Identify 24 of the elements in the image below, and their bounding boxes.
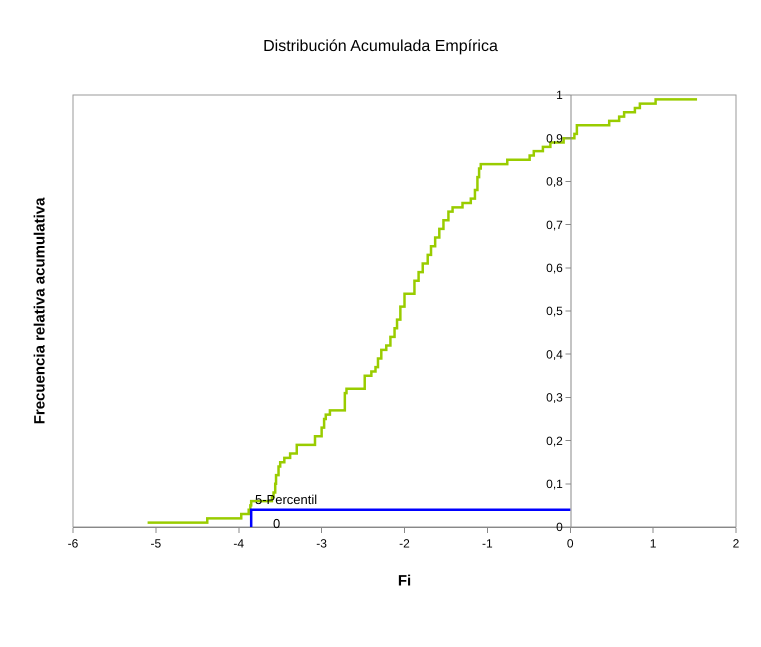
- x-tick-label: 2: [732, 536, 740, 550]
- x-tick-label: -3: [316, 536, 328, 550]
- x-tick-label: -2: [399, 536, 410, 550]
- y-tick-label: 0,6: [546, 261, 564, 275]
- y-tick-label: 0,3: [546, 390, 564, 405]
- x-axis-title: Fi: [398, 572, 412, 590]
- chart-title: Distribución Acumulada Empírica: [263, 38, 498, 55]
- x-tick-label: -4: [233, 536, 244, 550]
- y-tick-label: 1: [556, 88, 564, 102]
- x-tick-label: -1: [482, 536, 494, 550]
- y-tick-label: 0: [556, 520, 564, 534]
- y-axis-title: Frecuencia relativa acumulativa: [31, 196, 48, 424]
- x-tick-label: -5: [150, 536, 162, 550]
- x-tick-label: -6: [68, 536, 79, 550]
- x-tick-label: 0: [566, 536, 574, 550]
- annotation: 0: [273, 516, 280, 531]
- y-tick-label: 0,4: [546, 347, 564, 362]
- y-tick-label: 0,8: [546, 174, 564, 189]
- y-tick-label: 0,5: [546, 304, 564, 318]
- x-tick-label: 1: [650, 536, 657, 550]
- annotation: 5-Percentil: [255, 492, 318, 507]
- y-tick-label: 0,1: [546, 477, 564, 491]
- y-tick-label: 0,2: [546, 434, 564, 448]
- y-tick-label: 0,7: [546, 218, 564, 232]
